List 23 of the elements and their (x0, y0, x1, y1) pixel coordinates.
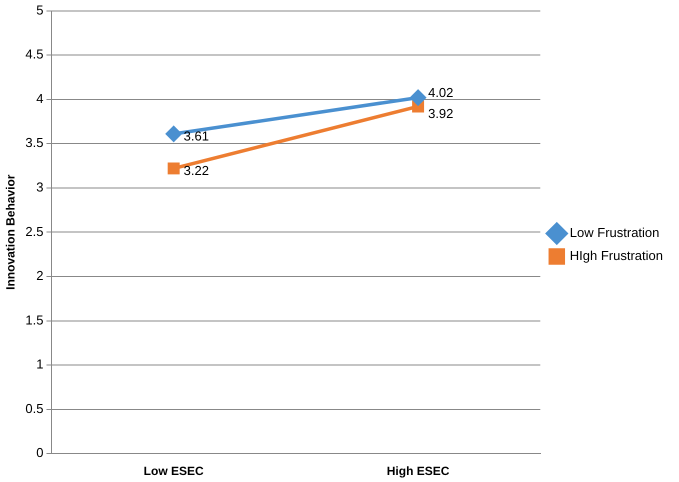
point (410, 90, 426, 106)
x-tick-label: Low ESEC (144, 464, 204, 478)
y-tick-label: 1.5 (25, 312, 44, 328)
point (166, 126, 182, 142)
y-axis-title: Innovation Behavior (4, 174, 18, 290)
y-tick-label: 4 (36, 90, 44, 106)
data-label: 3.22 (184, 163, 209, 178)
legend-label: Low Frustration (570, 225, 660, 240)
y-tick-label: 3.5 (25, 135, 44, 150)
y-tick-label: 5 (36, 2, 44, 18)
data-label: 4.02 (428, 85, 454, 100)
y-tick-label: 2.5 (25, 224, 44, 239)
y-tick-label: 4.5 (25, 46, 44, 62)
y-tick-label: 3 (36, 180, 44, 194)
data-label: 3.61 (184, 128, 209, 144)
y-tick-label: 2 (36, 268, 44, 284)
data-label: 3.92 (428, 106, 454, 122)
x-tick-label: High ESEC (386, 464, 450, 478)
point (168, 162, 180, 174)
y-tick-label: 1 (36, 356, 44, 372)
y-tick-label: 0 (36, 445, 44, 460)
y-tick-label: 0.5 (25, 400, 44, 416)
legend-label: HIgh Frustration (570, 248, 663, 264)
